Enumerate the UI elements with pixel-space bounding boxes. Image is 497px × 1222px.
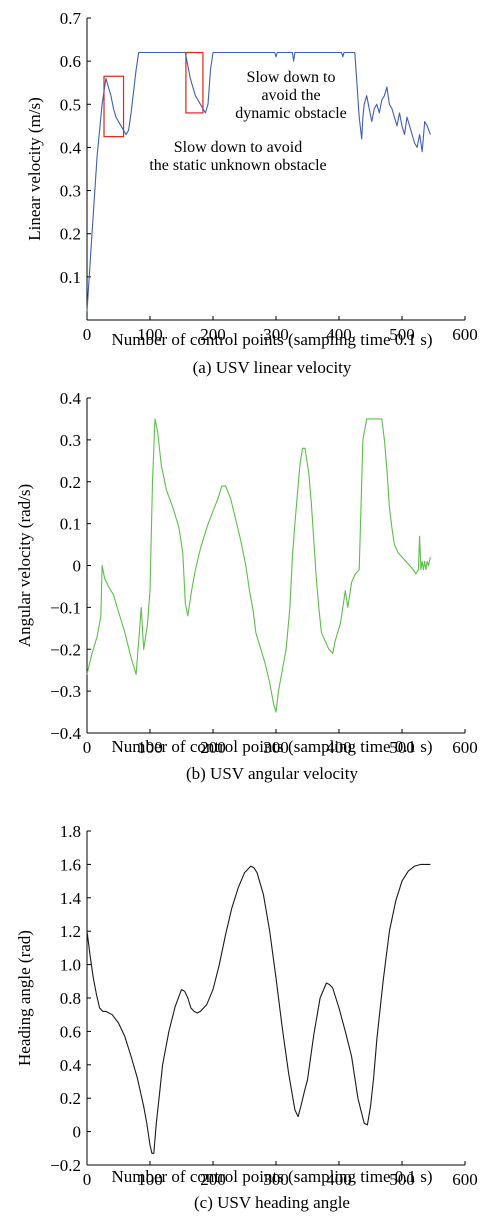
x-tick-label: 400 [326,1170,352,1189]
x-tick-label: 0 [83,1170,92,1189]
y-tick-label: 0.7 [60,9,82,28]
x-tick-label: 500 [389,325,415,344]
x-tick-label: 500 [389,1170,415,1189]
x-axis-label: Number of control points (sampling time … [111,737,432,756]
series-line [86,418,431,713]
chart-panel-2: 0 100 200 300 400 500 600 −0.4 −0.3 −0.2 −0.1 0 0.1 0… [15,389,478,783]
x-tick-label: 400 [326,325,352,344]
y-tick-label: 0.3 [60,182,81,201]
y-tick-label: 0.2 [60,1089,81,1108]
y-tick-label: −0.1 [50,598,81,617]
x-tick-label: 100 [137,325,163,344]
x-tick-label: 400 [326,738,352,757]
x-tick-label: 600 [452,1170,478,1189]
y-tick-label: 0.1 [60,268,81,287]
y-tick-label: 0.6 [60,1022,81,1041]
x-axis-label: Number of control points (sampling time … [111,1167,432,1186]
chart-caption: (b) USV angular velocity [186,764,359,783]
x-tick-label: 200 [200,1170,226,1189]
y-tick-label: −0.2 [50,1156,81,1175]
y-tick-label: 1.4 [60,889,82,908]
y-tick-label: 0 [73,557,82,576]
chart-caption: (a) USV linear velocity [193,358,352,377]
annotation-line: Slow down to avoid [174,139,302,156]
y-axis-label: Angular velocity (rad/s) [15,484,34,647]
y-tick-label: 0.4 [60,389,82,408]
annotation-line: dynamic obstacle [235,105,347,122]
y-tick-label: 0.4 [60,1056,82,1075]
y-tick-label: 0 [73,1123,82,1142]
chart-panel-3: 0 100 200 300 400 500 600−0.200.20.40.60.81.01… [15,822,478,1212]
x-tick-label: 300 [263,1170,289,1189]
y-tick-label: −0.3 [50,682,81,701]
chart-caption: (c) USV heading angle [194,1193,350,1212]
x-tick-label: 0 [83,738,92,757]
x-tick-label: 100 [137,1170,163,1189]
series-line [86,863,431,1154]
y-tick-label: 0.4 [60,138,82,157]
x-axis-label: Number of control points (sampling time … [111,330,432,349]
x-tick-label: 0 [83,325,92,344]
annotation-line: avoid the [261,87,320,104]
highlight-box [103,75,125,138]
x-tick-label: 600 [452,738,478,757]
y-axis-label: Linear velocity (m/s) [25,97,44,241]
x-tick-label: 100 [137,738,163,757]
y-tick-label: 0.3 [60,431,81,450]
annotation-text: Slow down to avoid the static unknown obs… [149,139,326,174]
y-tick-label: 1.8 [60,822,81,841]
highlight-box [185,51,204,114]
x-tick-label: 300 [263,738,289,757]
annotation-line: the static unknown obstacle [149,157,326,174]
x-tick-label: 500 [389,738,415,757]
y-axis-label: Heading angle (rad) [15,930,34,1066]
y-tick-label: 0.5 [60,95,81,114]
y-tick-label: −0.4 [50,724,81,743]
y-tick-label: 1.6 [60,855,81,874]
series-line [86,51,431,312]
y-tick-label: 1.0 [60,956,81,975]
y-tick-label: 0.8 [60,989,81,1008]
y-tick-label: −0.2 [50,640,81,659]
x-tick-label: 200 [200,738,226,757]
x-tick-label: 600 [452,325,478,344]
y-tick-label: 1.2 [60,922,81,941]
x-tick-label: 300 [263,325,289,344]
y-tick-label: 0.1 [60,515,81,534]
annotation-line: Slow down to [247,69,336,86]
y-tick-label: 0.6 [60,52,81,71]
y-tick-label: 0.2 [60,473,81,492]
x-tick-label: 200 [200,325,226,344]
annotation-text: Slow down to avoid the dynamic obstacle [235,69,347,122]
chart-panel-1: 0 100 200 300 400 500 600 0.1 0.2 0.3 0.4 0.5 0.6 0.7… [25,9,478,377]
y-tick-label: 0.2 [60,225,81,244]
